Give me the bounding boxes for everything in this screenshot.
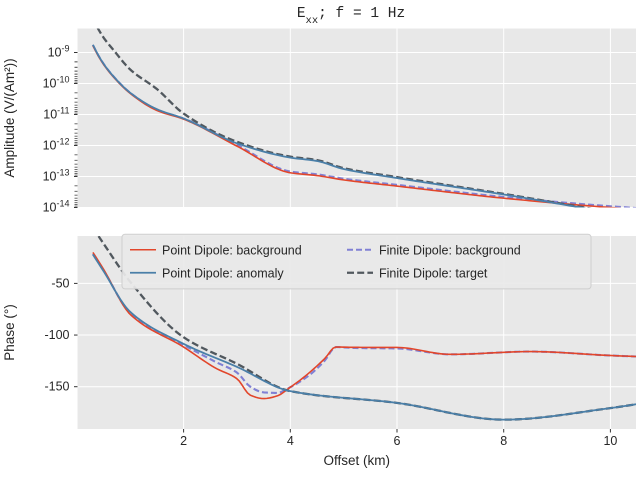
svg-text:8: 8 bbox=[500, 434, 507, 448]
svg-text:4: 4 bbox=[287, 434, 294, 448]
svg-text:6: 6 bbox=[394, 434, 401, 448]
svg-text:10-13: 10-13 bbox=[43, 168, 70, 184]
svg-text:Finite Dipole: background: Finite Dipole: background bbox=[379, 243, 521, 257]
svg-text:Exx; f = 1 Hz: Exx; f = 1 Hz bbox=[297, 6, 405, 27]
svg-text:Phase (°): Phase (°) bbox=[2, 304, 17, 360]
svg-text:Amplitude (V/(Am²)): Amplitude (V/(Am²)) bbox=[2, 58, 17, 177]
svg-text:2: 2 bbox=[180, 434, 187, 448]
svg-text:10-11: 10-11 bbox=[43, 106, 69, 122]
svg-text:10-10: 10-10 bbox=[43, 75, 70, 91]
svg-text:10: 10 bbox=[603, 434, 617, 448]
svg-text:Point Dipole: anomaly: Point Dipole: anomaly bbox=[162, 266, 284, 280]
svg-text:-50: -50 bbox=[51, 276, 69, 290]
svg-text:-100: -100 bbox=[44, 328, 69, 342]
svg-text:-150: -150 bbox=[44, 380, 69, 394]
svg-text:10-12: 10-12 bbox=[43, 137, 70, 153]
svg-text:Point Dipole: background: Point Dipole: background bbox=[162, 243, 302, 257]
svg-text:Finite Dipole: target: Finite Dipole: target bbox=[379, 266, 488, 280]
svg-text:10-9: 10-9 bbox=[48, 44, 70, 60]
svg-text:10-14: 10-14 bbox=[43, 199, 70, 215]
svg-text:Offset (km): Offset (km) bbox=[323, 453, 390, 468]
